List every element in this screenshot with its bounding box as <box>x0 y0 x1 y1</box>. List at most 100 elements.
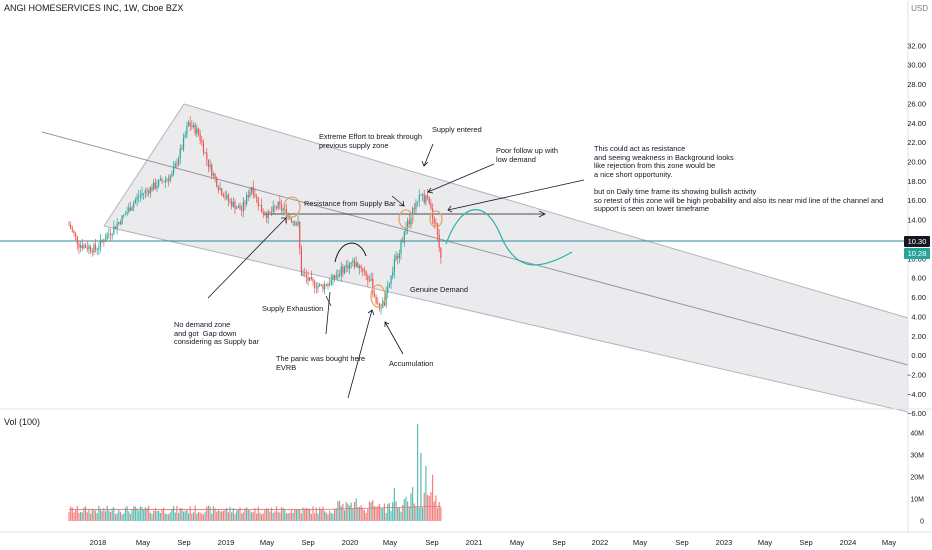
candle-body <box>310 277 312 279</box>
volume-bar <box>259 512 261 521</box>
arrow-exhaustion <box>325 295 332 307</box>
candle-body <box>171 173 173 177</box>
candle-body <box>398 253 400 259</box>
candle-body <box>299 221 301 248</box>
price-tick-label: 0.00 <box>911 351 926 360</box>
time-tick-label: May <box>136 538 150 547</box>
time-tick-label: May <box>633 538 647 547</box>
candle-body <box>187 122 190 127</box>
time-tick-label: 2021 <box>466 538 483 547</box>
volume-bar <box>402 504 404 521</box>
time-tick-label: 2022 <box>592 538 609 547</box>
candle-body <box>433 218 435 224</box>
volume-bar <box>335 508 337 521</box>
candle-body <box>431 208 434 219</box>
volume-bar <box>365 512 367 521</box>
volume-bar <box>289 512 291 521</box>
candle-body <box>219 188 221 191</box>
candle-body <box>108 234 110 235</box>
volume-bar <box>257 506 259 521</box>
time-tick-label: Sep <box>301 538 314 547</box>
candle-body <box>217 186 219 191</box>
volume-bar <box>217 509 219 521</box>
annotation-supply-exhaustion: Supply Exhaustion <box>262 304 324 313</box>
candle-body <box>252 187 254 195</box>
candle-body <box>254 194 256 197</box>
candle-body <box>300 247 302 276</box>
candle-body <box>357 262 359 269</box>
candle-body <box>214 173 216 178</box>
volume-bar <box>279 512 281 521</box>
volume-bar <box>438 502 440 521</box>
candle-body <box>367 275 369 281</box>
volume-bar <box>320 508 322 521</box>
chart-title: ANGI HOMESERVICES INC, 1W, Cboe BZX <box>4 3 184 13</box>
volume-bar <box>403 499 405 521</box>
volume-bar <box>413 503 415 521</box>
volume-bar <box>275 506 278 521</box>
candle-body <box>244 202 246 205</box>
candle-body <box>353 260 356 267</box>
candle-body <box>126 211 128 214</box>
candle-body <box>182 137 185 150</box>
volume-bar <box>237 510 239 521</box>
candle-body <box>111 233 113 235</box>
arrow-poor-follow <box>427 163 495 193</box>
volume-bar <box>343 510 346 521</box>
candle-body <box>290 218 293 222</box>
candle-body <box>418 195 420 202</box>
price-tick-label: 2.00 <box>911 332 926 341</box>
volume-bar <box>284 509 286 521</box>
volume-bar <box>368 501 371 521</box>
volume-bar <box>114 514 117 521</box>
zone-circle-panic <box>370 284 386 308</box>
zone-circle-supply <box>398 209 414 229</box>
candle-body <box>96 249 98 251</box>
volume-bar <box>334 508 336 521</box>
volume-bar <box>231 512 233 521</box>
volume-bar <box>440 507 442 521</box>
candle-body <box>163 181 165 183</box>
candle-body <box>174 163 176 168</box>
candle-body <box>168 179 170 181</box>
volume-bar <box>420 452 422 521</box>
candle-body <box>224 196 226 198</box>
volume-bar <box>312 506 314 521</box>
volume-bar <box>290 510 293 521</box>
volume-bar <box>277 511 279 521</box>
price-axis[interactable]: −6.00−4.00−2.000.002.004.006.008.0010.00… <box>907 41 926 418</box>
candle-body <box>73 230 75 234</box>
volume-tick-label: 10M <box>910 497 924 504</box>
price-tick-label: 20.00 <box>907 158 926 167</box>
volume-bar <box>282 507 284 521</box>
candle-body <box>352 260 354 263</box>
time-axis[interactable]: 2018 May Sep 2019 May Sep 2020 May Sep 2021 May Sep… <box>90 538 897 547</box>
candle-body <box>179 148 181 159</box>
volume-bar <box>232 507 234 521</box>
arrow-poor-follow-head <box>427 187 434 194</box>
volume-bar <box>153 510 155 521</box>
volume-bar <box>287 513 289 521</box>
volume-bar <box>400 511 402 521</box>
candle-body <box>159 178 161 181</box>
volume-bar <box>372 499 374 521</box>
annotation-no-demand: No demand zone and got Gap down consider… <box>174 320 260 347</box>
volume-bar <box>385 512 387 521</box>
volume-bar <box>88 508 90 521</box>
candle-body <box>236 207 238 210</box>
volume-bar <box>106 505 108 521</box>
candle-body <box>131 207 133 211</box>
candle-body <box>151 187 153 191</box>
candle-body <box>239 206 241 210</box>
volume-bar <box>431 474 434 521</box>
volume-bar <box>171 508 173 521</box>
candle-body <box>71 228 73 231</box>
volume-bar <box>128 511 130 521</box>
volume-bar <box>146 508 148 521</box>
arrow-accumulation <box>384 321 404 355</box>
candle-body <box>103 240 105 242</box>
candle-body <box>260 205 263 213</box>
volume-bar <box>93 510 95 521</box>
candle-body <box>412 208 414 219</box>
